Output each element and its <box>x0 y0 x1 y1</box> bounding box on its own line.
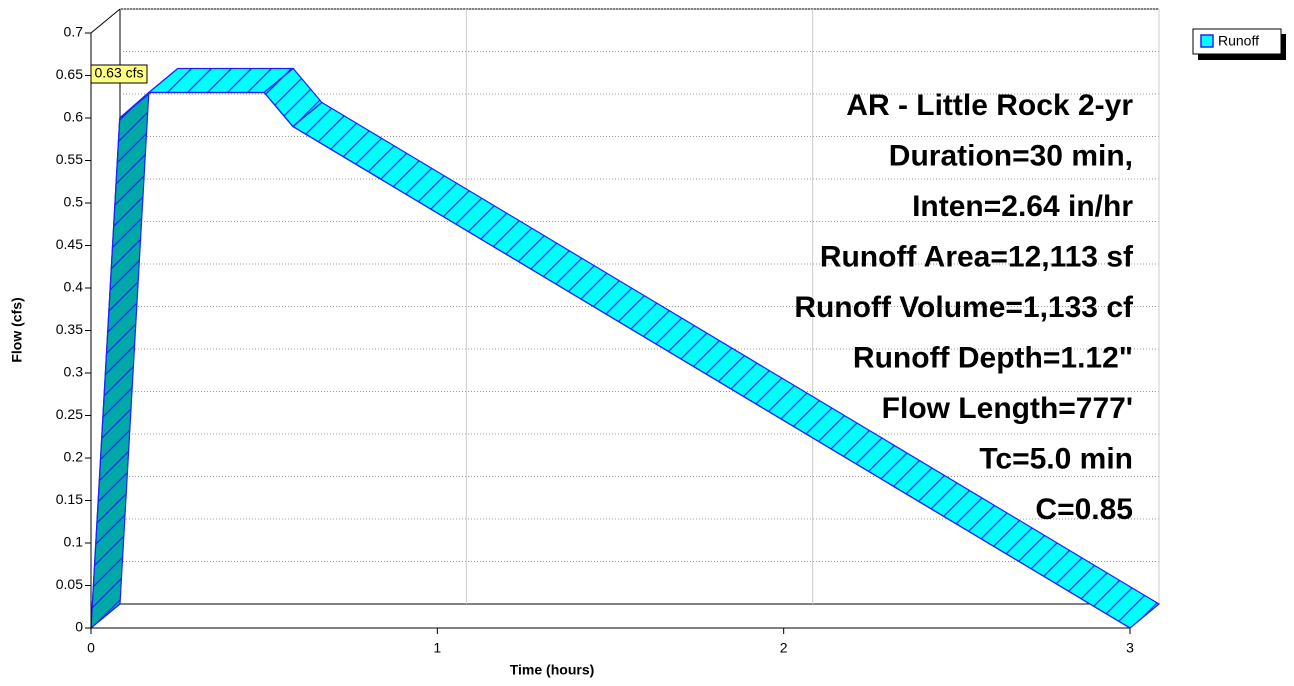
grid <box>90 8 1160 629</box>
axes: 0 0.05 0.1 0.15 0.2 0.25 0.3 0.35 0.4 0.45 0.5 0.55… <box>56 24 1134 656</box>
legend <box>1192 28 1282 55</box>
annotation: Duration=30 min, <box>889 139 1133 172</box>
x-axis-label: Time (hours) <box>510 662 595 678</box>
y-tick-label: 0.4 <box>64 279 84 295</box>
ribbon-face <box>90 92 150 630</box>
y-tick-label: 0.7 <box>64 24 84 40</box>
y-tick-label: 0.1 <box>64 534 84 550</box>
x-tick-label: 2 <box>780 640 788 656</box>
runoff-line <box>90 91 1131 629</box>
annotation: C=0.85 <box>1035 493 1133 526</box>
wall-top-left <box>90 8 121 34</box>
x-tick-label: 3 <box>1126 640 1134 656</box>
peak-label: 0.63 cfs <box>94 65 143 81</box>
y-tick-label: 0.5 <box>64 194 84 210</box>
x-tick-label: 0 <box>87 640 95 656</box>
x-tick-label: 1 <box>433 640 441 656</box>
y-tick-label: 0.3 <box>64 364 84 380</box>
annotation: AR - Little Rock 2-yr <box>846 89 1133 122</box>
annotation: Flow Length=777' <box>882 392 1133 425</box>
y-tick-label: 0 <box>75 619 83 635</box>
annotation: Runoff Volume=1,133 cf <box>794 291 1134 324</box>
y-axis-label: Flow (cfs) <box>9 297 25 362</box>
y-tick-label: 0.35 <box>56 321 83 337</box>
peak-label-box <box>90 64 148 84</box>
annotation: Runoff Depth=1.12" <box>853 341 1133 374</box>
legend-swatch <box>1200 34 1214 48</box>
y-tick-label: 0.15 <box>56 491 83 507</box>
y-tick-label: 0.05 <box>56 576 83 592</box>
y-tick-label: 0.65 <box>56 66 83 82</box>
y-tick-label: 0.6 <box>64 109 84 125</box>
y-tick-label: 0.2 <box>64 449 84 465</box>
y-tick-label: 0.45 <box>56 236 83 252</box>
annotation: Tc=5.0 min <box>979 442 1133 475</box>
ribbon <box>90 67 1161 630</box>
y-tick-label: 0.55 <box>56 151 83 167</box>
legend-label: Runoff <box>1218 33 1259 49</box>
annotation: Inten=2.64 in/hr <box>912 190 1133 223</box>
annotation: Runoff Area=12,113 sf <box>820 240 1134 273</box>
y-tick-label: 0.25 <box>56 406 83 422</box>
